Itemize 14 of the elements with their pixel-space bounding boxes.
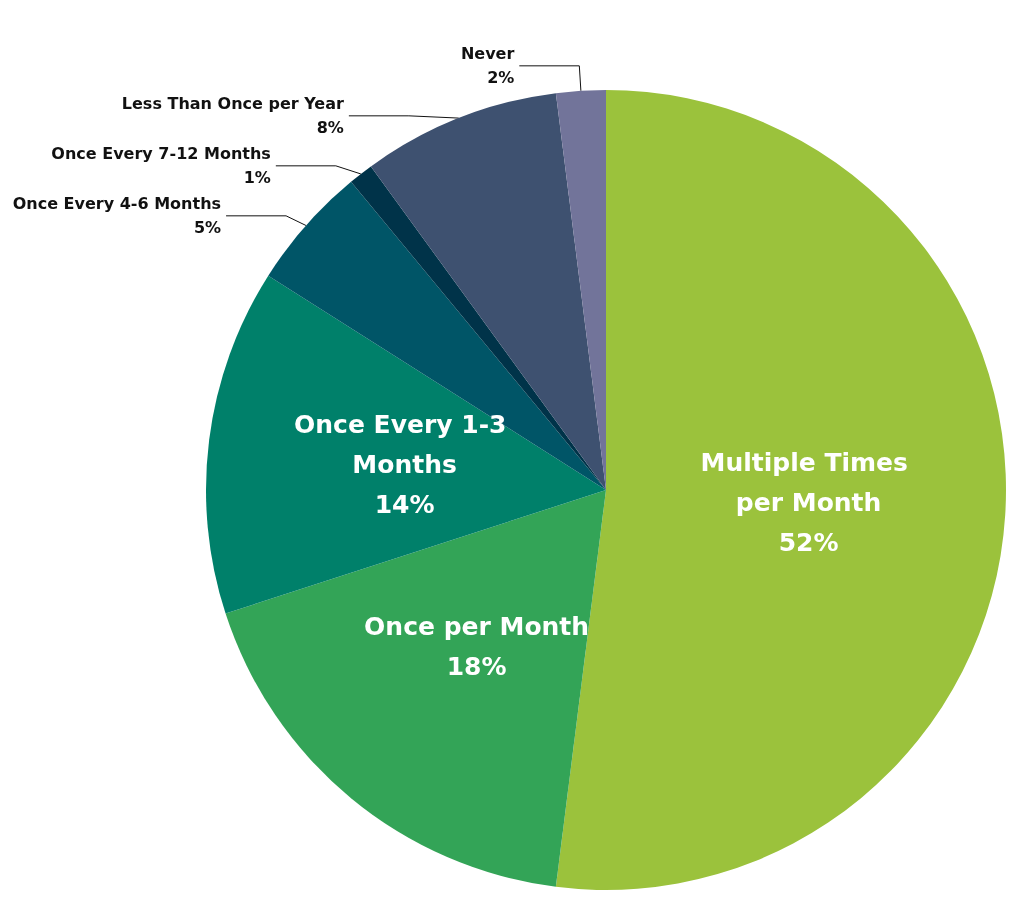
slice-label: Once Every 1-3 Months (294, 410, 516, 480)
data-label: 8% (316, 118, 344, 138)
data-label: 14% (374, 490, 435, 520)
data-label: 2% (487, 68, 515, 88)
slice-label: Never (460, 44, 515, 64)
data-label: 5% (193, 218, 222, 238)
slice-label: Less Than Once per Year (121, 94, 344, 114)
slice-label: Once per Month (364, 611, 590, 641)
data-label: 52% (778, 528, 839, 558)
data-label: 18% (446, 651, 507, 681)
slice-label: Multiple Times per Month (700, 448, 917, 518)
slice-label: Once Every 4-6 Months (12, 194, 222, 214)
data-label: 1% (243, 168, 271, 188)
slice-label: Once Every 7-12 Months (51, 144, 271, 164)
